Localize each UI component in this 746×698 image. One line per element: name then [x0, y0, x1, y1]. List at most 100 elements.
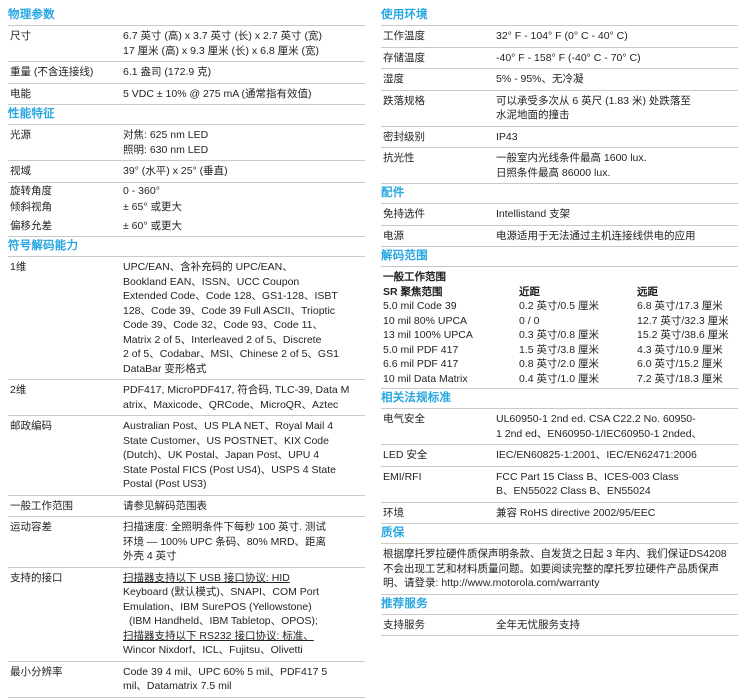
- table-cell: 6.6 mil PDF 417: [383, 358, 459, 370]
- spec-value-line: ± 65° 或更大: [123, 201, 182, 213]
- spec-value: 5 VDC ± 10% @ 275 mA (通常指有效值): [123, 87, 365, 102]
- spec-row: 旋转角度 0 - 360°: [8, 183, 365, 200]
- spec-value: 5% - 95%、无冷凝: [496, 72, 738, 87]
- section-heading: 解码范围: [381, 247, 738, 267]
- spec-value-line: 扫描器支持以下 USB 接口协议: HID: [123, 571, 290, 584]
- spec-value-line: IEC/EN60825-1:2001、IEC/EN62471:2006: [496, 449, 697, 461]
- spec-value-line: 2 of 5、Codabar、MSI、Chinese 2 of 5、GS1: [123, 348, 339, 360]
- spec-row: 最小分辨率 Code 39 4 mil、UPC 60% 5 mil、PDF417 …: [8, 662, 365, 698]
- section-paragraph: 根据摩托罗拉硬件质保声明条款、自发货之日起 3 年内、我们保证DS4208 不会…: [381, 544, 738, 595]
- spec-value-line: Wincor Nixdorf、ICL、Fujitsu、Olivetti: [123, 644, 303, 656]
- spec-row: 电源 电源适用于无法通过主机连接线供电的应用: [381, 226, 738, 247]
- section-heading: 配件: [381, 184, 738, 204]
- section-heading: 使用环境: [381, 6, 738, 26]
- spec-label: 倾斜视角: [10, 201, 52, 213]
- spec-value: 6.1 盎司 (172.9 克): [123, 65, 365, 80]
- spec-value-line: FCC Part 15 Class B、ICES-003 Class: [496, 470, 679, 483]
- spec-value-line: DataBar 变形格式: [123, 362, 207, 375]
- spec-value-line: ± 60° 或更大: [123, 219, 182, 232]
- spec-value-line: (IBM Handheld、IBM Tabletop、OPOS);: [129, 615, 318, 627]
- spec-value-line: PDF417, MicroPDF417, 符合码, TLC-39, Data M: [123, 384, 350, 396]
- spec-row: 免持选件 Intellistand 支架: [381, 204, 738, 226]
- paragraph-line: 根据摩托罗拉硬件质保声明条款、自发货之日起 3 年内、我们保证: [383, 548, 689, 560]
- spec-row: 尺寸 6.7 英寸 (高) x 3.7 英寸 (长) x 2.7 英寸 (宽) 17…: [8, 26, 365, 62]
- spec-label: 运动容差: [10, 521, 52, 533]
- spec-label: 尺寸: [10, 30, 31, 42]
- table-cell: 0.8 英寸/2.0 厘米: [519, 358, 599, 370]
- spec-value: 一般室内光线条件最高 1600 lux. 日照条件最高 86000 lux.: [496, 151, 738, 180]
- spec-row: 工作温度 32° F - 104° F (0° C - 40° C): [381, 26, 738, 48]
- spec-value-line: 请参见解码范围表: [123, 499, 207, 512]
- spec-label: 电源: [383, 229, 404, 242]
- spec-value-line: Keyboard (默认模式)、SNAPI、COM Port: [123, 586, 320, 598]
- spec-row: 电能 5 VDC ± 10% @ 275 mA (通常指有效值): [8, 84, 365, 105]
- spec-row: 倾斜视角 ± 65° 或更大: [8, 199, 365, 216]
- spec-row: EMI/RFI FCC Part 15 Class B、ICES-003 Clas…: [381, 467, 738, 503]
- spec-row: 重量 (不含连接线) 6.1 盎司 (172.9 克): [8, 62, 365, 84]
- spec-value-line: State Customer、US POSTNET、KIX Code: [123, 434, 329, 447]
- table-header-row: SR 聚焦范围 近距 远距: [383, 285, 738, 300]
- table-cell: 12.7 英寸/32.3 厘米: [637, 314, 729, 327]
- spec-row: 环境 兼容 RoHS directive 2002/95/EEC: [381, 503, 738, 524]
- spec-value: 兼容 RoHS directive 2002/95/EEC: [496, 506, 738, 521]
- spec-value-line: 全年无忧服务支持: [496, 618, 580, 631]
- spec-value-line: 128、Code 39、Code 39 Full ASCII、Trioptic: [123, 304, 336, 317]
- spec-row: LED 安全 IEC/EN60825-1:2001、IEC/EN62471:200…: [381, 445, 738, 467]
- spec-value: 扫描器支持以下 USB 接口协议: HID Keyboard (默认模式)、SNA…: [123, 571, 365, 658]
- spec-value: 39° (水平) x 25° (垂直): [123, 164, 365, 179]
- spec-label: 2维: [10, 384, 27, 396]
- spec-value: IP43: [496, 130, 738, 145]
- spec-value-line: Extended Code、Code 128、GS1-128、ISBT: [123, 290, 338, 302]
- spec-row: 支持服务 全年无忧服务支持: [381, 615, 738, 636]
- spec-label: 一般工作范围: [10, 499, 73, 512]
- section-heading: 符号解码能力: [8, 237, 365, 257]
- spec-row: 偏移允差 ± 60° 或更大: [8, 216, 365, 237]
- spec-row: 湿度 5% - 95%、无冷凝: [381, 69, 738, 91]
- spec-value-line: 1 2nd ed、EN60950-1/IEC60950-1 2nded、: [496, 427, 703, 440]
- spec-value: 请参见解码范围表: [123, 499, 365, 514]
- spec-value-line: IP43: [496, 130, 518, 143]
- table-cell: 1.5 英寸/3.8 厘米: [519, 343, 599, 356]
- spec-value-line: 39° (水平) x 25° (垂直): [123, 165, 228, 177]
- spec-value-line: Bookland EAN、ISSN、UCC Coupon: [123, 275, 300, 288]
- spec-value-line: Postal (Post US3): [123, 478, 207, 490]
- spec-row: 一般工作范围 请参见解码范围表: [8, 496, 365, 517]
- table-row: 10 mil 80% UPCA 0 / 0 12.7 英寸/32.3 厘米: [383, 314, 738, 329]
- table-row: 5.0 mil PDF 417 1.5 英寸/3.8 厘米 4.3 英寸/10.9 …: [383, 343, 738, 358]
- table-cell: 6.0 英寸/15.2 厘米: [637, 358, 723, 370]
- right-column: 使用环境 工作温度 32° F - 104° F (0° C - 40° C) 存储温…: [373, 0, 746, 636]
- column-header: SR 聚焦范围: [383, 285, 443, 298]
- paragraph-line: DS4208 不会出现工艺和材料质量问题。如要阅读完整的摩托罗拉: [383, 548, 727, 575]
- column-header: 近距: [519, 285, 540, 298]
- table-cell: 0.3 英寸/0.8 厘米: [519, 329, 599, 341]
- spec-value-line: Code 39 4 mil、UPC 60% 5 mil、PDF417 5: [123, 665, 328, 678]
- spec-value-line: Intellistand 支架: [496, 208, 571, 220]
- spec-label: 最小分辨率: [10, 665, 63, 678]
- spec-row: 存储温度 -40° F - 158° F (-40° C - 70° C): [381, 48, 738, 69]
- spec-value-line: Code 39、Code 32、Code 93、Code 11、: [123, 319, 324, 331]
- spec-value-line: 可以承受多次从 6 英尺 (1.83 米) 处跌落至: [496, 94, 691, 107]
- spec-value: Intellistand 支架: [496, 207, 738, 222]
- section-heading: 物理参数: [8, 6, 365, 26]
- spec-value-line: B、EN55022 Class B、EN55024: [496, 485, 651, 497]
- spec-row: 视域 39° (水平) x 25° (垂直): [8, 161, 365, 183]
- spec-value: 扫描速度: 全照明条件下每秒 100 英寸. 测试 环境 — 100% UPC 条…: [123, 520, 365, 564]
- spec-row: 抗光性 一般室内光线条件最高 1600 lux. 日照条件最高 86000 lux.: [381, 148, 738, 184]
- spec-value-line: 日照条件最高 86000 lux.: [496, 166, 611, 179]
- table-row: 13 mil 100% UPCA 0.3 英寸/0.8 厘米 15.2 英寸/38.…: [383, 328, 738, 343]
- spec-value: Australian Post、US PLA NET、Royal Mail 4 S…: [123, 419, 365, 492]
- section-heading: 推荐服务: [381, 595, 738, 615]
- spec-value-line: 电源适用于无法通过主机连接线供电的应用: [496, 229, 696, 242]
- spec-value-line: Australian Post、US PLA NET、Royal Mail 4: [123, 420, 334, 432]
- spec-label: 存储温度: [383, 51, 425, 64]
- table-row: 5.0 mil Code 39 0.2 英寸/0.5 厘米 6.8 英寸/17.3 …: [383, 299, 738, 314]
- spec-value: 全年无忧服务支持: [496, 618, 738, 633]
- spec-row: 支持的接口 扫描器支持以下 USB 接口协议: HID Keyboard (默认模式…: [8, 568, 365, 662]
- table-cell: 5.0 mil PDF 417: [383, 343, 459, 356]
- spec-value-line: (Dutch)、UK Postal、Japan Post、UPU 4: [123, 449, 320, 461]
- spec-label: 视域: [10, 165, 31, 177]
- spec-value-line: 6.1 盎司 (172.9 克): [123, 66, 212, 78]
- spec-value-line: Matrix 2 of 5、Interleaved 2 of 5、Discret…: [123, 333, 322, 346]
- spec-value-line: 5 VDC ± 10% @ 275 mA (通常指有效值): [123, 87, 312, 100]
- table-row: 6.6 mil PDF 417 0.8 英寸/2.0 厘米 6.0 英寸/15.2 …: [383, 357, 738, 372]
